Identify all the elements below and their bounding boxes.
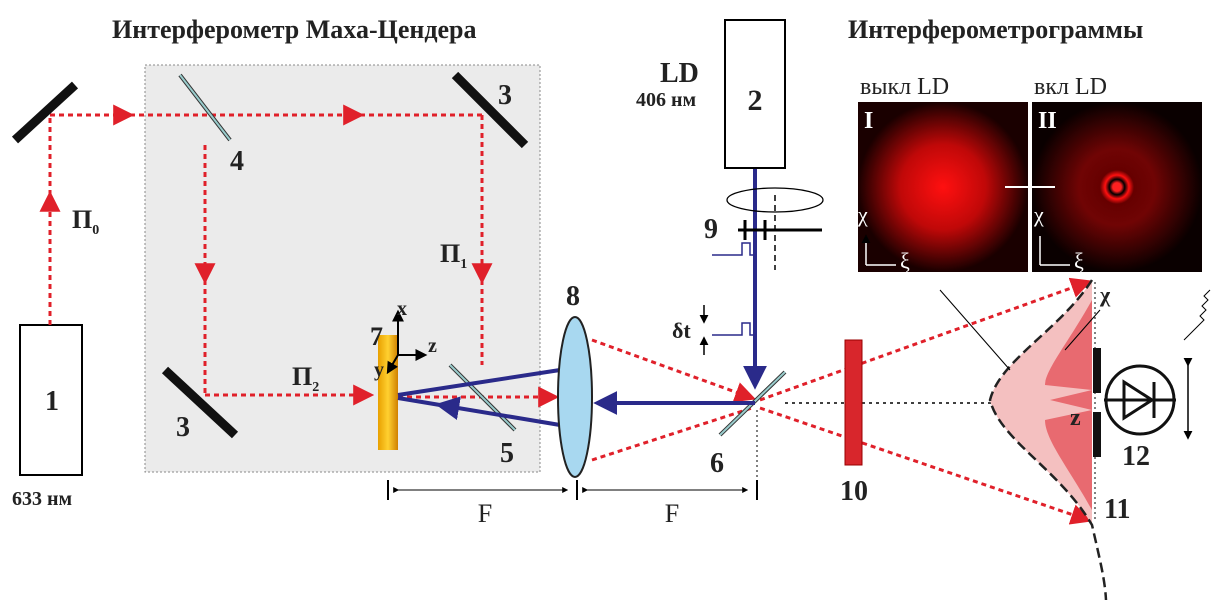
beam bbox=[592, 408, 752, 460]
axis-label: χ bbox=[1033, 202, 1044, 227]
panel-image bbox=[1032, 102, 1202, 272]
slit bbox=[1093, 412, 1101, 457]
source-label: LD bbox=[660, 58, 699, 89]
label: 6 bbox=[710, 448, 724, 479]
label: 3 bbox=[498, 80, 512, 111]
profile-axis: χ bbox=[1099, 282, 1111, 307]
text-part: 2 bbox=[312, 380, 319, 395]
focal-label: F bbox=[478, 499, 492, 528]
axis-label: y bbox=[374, 359, 384, 381]
sample bbox=[378, 335, 398, 450]
slit bbox=[1093, 348, 1101, 393]
filter bbox=[845, 340, 862, 465]
axis-label: ξ bbox=[1074, 248, 1084, 273]
text-part: П bbox=[72, 205, 92, 234]
light bbox=[1184, 290, 1210, 340]
label: 7 bbox=[370, 322, 383, 351]
label: 11 bbox=[1104, 494, 1130, 525]
title-right: Интерферометрограммы bbox=[848, 15, 1143, 44]
pulse bbox=[712, 323, 753, 335]
source-wavelength: 406 нм bbox=[636, 89, 696, 111]
label: 4 bbox=[230, 146, 244, 177]
focal-label: F bbox=[665, 499, 679, 528]
axis-label: χ bbox=[857, 202, 868, 227]
text-part: 1 bbox=[460, 257, 467, 272]
axis-label: x bbox=[397, 298, 407, 320]
beam-label: П0 bbox=[72, 205, 99, 238]
panel-roman: I bbox=[864, 108, 873, 134]
label: 5 bbox=[500, 438, 514, 469]
panel-roman: II bbox=[1038, 108, 1057, 134]
panel-state: вкл LD bbox=[1034, 74, 1107, 100]
beam bbox=[592, 340, 752, 398]
axis-label: ξ bbox=[900, 248, 910, 273]
source-number: 2 bbox=[748, 84, 763, 117]
lens bbox=[558, 317, 592, 477]
mirror bbox=[15, 85, 75, 140]
label: 8 bbox=[566, 281, 580, 312]
laser-wavelength: 633 нм bbox=[12, 488, 72, 510]
pulse bbox=[712, 243, 753, 255]
label: 9 bbox=[704, 214, 718, 245]
text-part: 0 bbox=[92, 223, 99, 238]
title-left: Интерферометр Маха-Цендера bbox=[112, 15, 477, 44]
diagram: Интерферометр Маха-Цендера Интерферометр… bbox=[0, 0, 1226, 602]
profile-axis: z bbox=[1070, 405, 1081, 431]
panel-image bbox=[858, 102, 1028, 272]
panel-state: выкл LD bbox=[860, 74, 949, 100]
label: 3 bbox=[176, 412, 190, 443]
label: 10 bbox=[840, 476, 868, 507]
text-part: П bbox=[440, 239, 460, 268]
pulse-label: δt bbox=[672, 318, 691, 343]
text-part: П bbox=[292, 362, 312, 391]
laser-number: 1 bbox=[45, 386, 59, 417]
label: 12 bbox=[1122, 441, 1150, 472]
axis-label: z bbox=[428, 335, 437, 357]
